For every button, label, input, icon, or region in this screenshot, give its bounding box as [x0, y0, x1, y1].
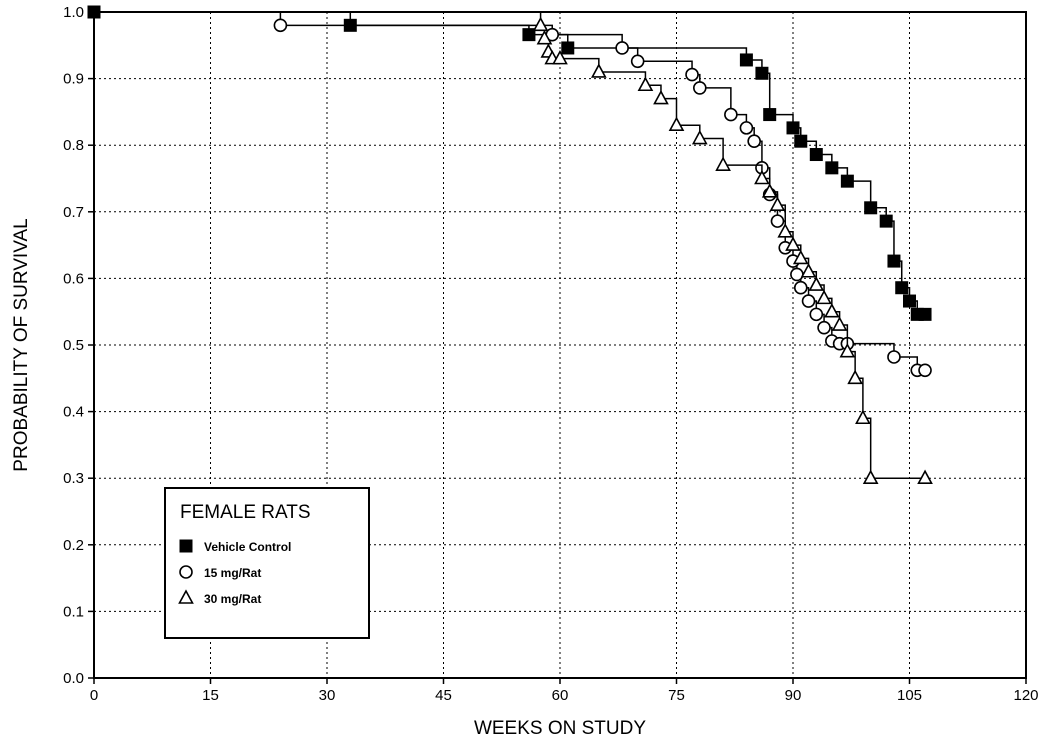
x-tick-label: 45: [435, 687, 452, 704]
y-tick-label: 1.0: [63, 4, 84, 21]
x-tick-label: 60: [552, 687, 569, 704]
data-point: [739, 121, 754, 135]
data-point: [879, 214, 893, 228]
data-point: [817, 320, 831, 335]
data-point: [903, 294, 916, 308]
legend: FEMALE RATS Vehicle Control 15 mg/Rat 30 m…: [164, 487, 370, 639]
series-layer: [87, 5, 933, 485]
data-point: [862, 469, 879, 485]
x-tick-label: 30: [319, 687, 336, 704]
data-point: [754, 169, 770, 185]
data-point: [864, 201, 878, 215]
grid: [94, 12, 1026, 678]
series-line: [94, 11, 926, 479]
data-point: [561, 41, 575, 55]
data-point: [770, 214, 785, 228]
data-point: [692, 81, 707, 95]
data-point: [668, 116, 685, 132]
x-tick-label: 0: [90, 687, 98, 704]
x-axis-title: WEEKS ON STUDY: [474, 718, 646, 739]
data-point: [747, 134, 761, 149]
data-point: [823, 303, 840, 318]
data-point: [739, 53, 753, 67]
y-tick-label: 0.2: [63, 537, 84, 554]
y-tick-label: 0.8: [63, 137, 84, 154]
data-point: [887, 254, 901, 268]
data-point: [786, 121, 800, 135]
data-point: [755, 66, 769, 80]
y-tick-label: 0.1: [63, 603, 84, 620]
data-point: [590, 63, 607, 78]
y-tick-label: 0.3: [63, 470, 84, 487]
data-point: [653, 89, 669, 105]
data-point: [769, 196, 786, 211]
data-point: [792, 249, 809, 265]
data-point: [816, 289, 832, 305]
series-square: [87, 5, 932, 321]
x-tick-label: 120: [1013, 687, 1038, 704]
legend-box: [164, 487, 370, 639]
data-point: [918, 307, 932, 321]
data-point: [536, 29, 553, 45]
data-point: [630, 54, 645, 69]
data-point: [761, 183, 778, 198]
data-point: [724, 107, 738, 122]
data-point: [615, 41, 629, 55]
legend-title: FEMALE RATS: [180, 502, 311, 523]
y-tick-label: 0.5: [63, 337, 84, 354]
data-point: [847, 369, 863, 385]
data-point: [808, 276, 825, 291]
series-circle: [94, 11, 932, 378]
data-point: [809, 148, 823, 162]
x-tick-label: 75: [668, 687, 685, 704]
y-tick-label: 0.6: [63, 270, 84, 287]
data-point: [552, 49, 568, 65]
data-point: [790, 267, 804, 282]
data-point: [777, 223, 794, 238]
data-point: [637, 76, 654, 92]
data-point: [895, 281, 909, 295]
data-point: [763, 108, 777, 122]
legend-marker-circle: [179, 565, 193, 579]
x-tick-label: 15: [202, 687, 219, 704]
data-point: [794, 134, 808, 148]
legend-label: 15 mg/Rat: [204, 566, 261, 580]
y-tick-label: 0.4: [63, 404, 84, 421]
data-point: [691, 129, 708, 145]
data-point: [522, 28, 536, 42]
data-point: [855, 409, 871, 425]
x-tick-label: 90: [785, 687, 802, 704]
data-point: [715, 156, 731, 171]
data-point: [809, 307, 824, 322]
x-axis-ticks: 0 15 30 45 60 75 90 105 120: [90, 678, 1039, 704]
y-axis-ticks: 0.0 0.1 0.2 0.3 0.4 0.5 0.6 0.7 0.8 0.9 1.0: [63, 4, 94, 687]
x-tick-label: 105: [897, 687, 922, 704]
data-point: [831, 316, 848, 331]
legend-marker-square: [179, 539, 193, 553]
y-tick-label: 0.7: [63, 204, 84, 221]
data-point: [801, 294, 816, 308]
data-point: [839, 342, 856, 358]
legend-items: Vehicle Control 15 mg/Rat 30 mg/Rat: [178, 539, 291, 606]
data-point: [685, 67, 699, 82]
legend-label: 30 mg/Rat: [204, 592, 261, 606]
y-tick-label: 0.9: [63, 71, 84, 88]
y-tick-label: 0.0: [63, 670, 84, 687]
legend-marker-triangle: [178, 589, 194, 604]
data-point: [825, 161, 839, 175]
data-point: [887, 350, 901, 364]
data-point: [840, 174, 854, 188]
data-point: [785, 236, 801, 251]
data-point: [273, 18, 288, 33]
series-line: [94, 11, 926, 372]
y-axis-title: PROBABILITY OF SURVIVAL: [11, 218, 32, 471]
data-point: [918, 363, 932, 378]
data-point: [800, 263, 817, 278]
legend-label: Vehicle Control: [204, 540, 291, 554]
data-point: [532, 16, 549, 32]
series-triangle: [94, 11, 933, 485]
data-point: [917, 469, 933, 485]
data-point: [793, 280, 808, 295]
